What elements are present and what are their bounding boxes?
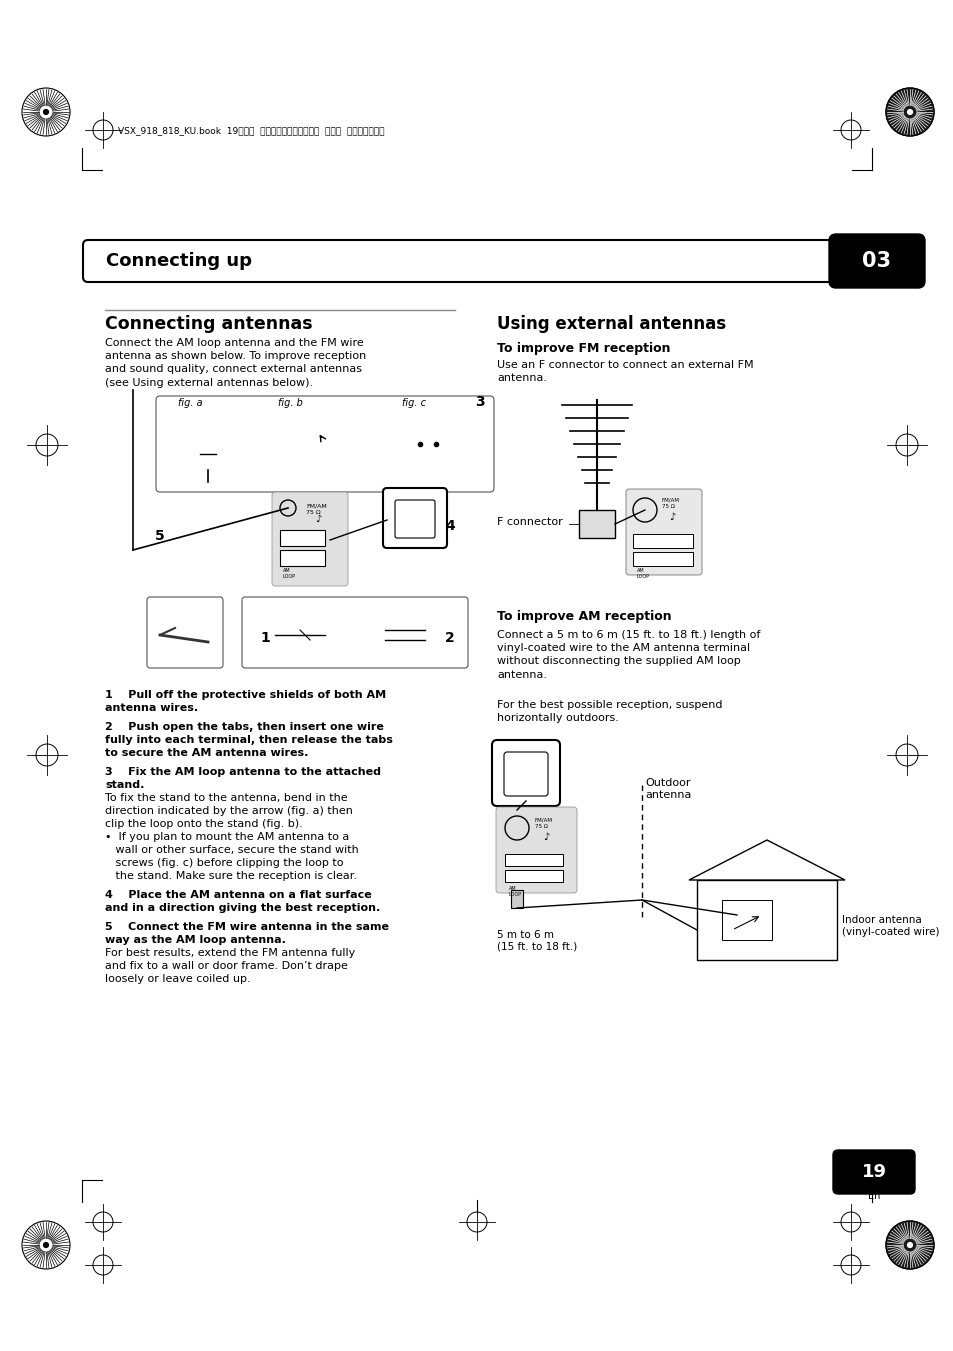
- Text: fig. a: fig. a: [178, 399, 202, 408]
- Bar: [399, 620, 430, 650]
- Text: fig. c: fig. c: [401, 399, 426, 408]
- Text: and fix to a wall or door frame. Don’t drape: and fix to a wall or door frame. Don’t d…: [105, 961, 348, 971]
- Text: En: En: [867, 1192, 880, 1201]
- Text: stand.: stand.: [105, 780, 144, 790]
- Text: AM
LOOP: AM LOOP: [637, 567, 649, 578]
- FancyBboxPatch shape: [496, 807, 577, 893]
- Text: Connect a 5 m to 6 m (15 ft. to 18 ft.) length of
vinyl-coated wire to the AM an: Connect a 5 m to 6 m (15 ft. to 18 ft.) …: [497, 630, 760, 680]
- Text: wall or other surface, secure the stand with: wall or other surface, secure the stand …: [105, 844, 358, 855]
- Circle shape: [906, 109, 911, 115]
- Text: 5    Connect the FM wire antenna in the same: 5 Connect the FM wire antenna in the sam…: [105, 921, 389, 932]
- Bar: [511, 890, 522, 908]
- FancyBboxPatch shape: [395, 500, 435, 538]
- Text: Connecting antennas: Connecting antennas: [105, 315, 313, 332]
- Circle shape: [906, 1243, 911, 1247]
- FancyBboxPatch shape: [503, 753, 547, 796]
- Bar: [504, 854, 562, 866]
- Text: FM/AM
75 Ω: FM/AM 75 Ω: [535, 817, 553, 828]
- Text: To improve AM reception: To improve AM reception: [497, 611, 671, 623]
- Bar: [633, 553, 692, 566]
- FancyBboxPatch shape: [147, 597, 223, 667]
- FancyBboxPatch shape: [382, 488, 447, 549]
- Polygon shape: [688, 840, 844, 880]
- Text: VSX_918_818_KU.book  19ページ  ２００７年１１月２８日  水曜日  午後６時５８分: VSX_918_818_KU.book 19ページ ２００７年１１月２８日 水曜…: [118, 127, 384, 135]
- FancyBboxPatch shape: [183, 427, 233, 473]
- Text: 2: 2: [444, 631, 455, 644]
- Text: AM
LOOP: AM LOOP: [283, 567, 295, 578]
- Text: and in a direction giving the best reception.: and in a direction giving the best recep…: [105, 902, 380, 913]
- Text: For the best possible reception, suspend
horizontally outdoors.: For the best possible reception, suspend…: [497, 700, 721, 723]
- FancyBboxPatch shape: [402, 427, 453, 473]
- Text: 3: 3: [475, 394, 484, 409]
- Text: 19: 19: [861, 1163, 885, 1181]
- Text: 4    Place the AM antenna on a flat surface: 4 Place the AM antenna on a flat surface: [105, 890, 372, 900]
- FancyBboxPatch shape: [832, 1150, 914, 1194]
- Text: 5 m to 6 m
(15 ft. to 18 ft.): 5 m to 6 m (15 ft. to 18 ft.): [497, 929, 577, 951]
- Text: loosely or leave coiled up.: loosely or leave coiled up.: [105, 974, 251, 984]
- Text: ♪: ♪: [668, 512, 675, 521]
- Text: the stand. Make sure the reception is clear.: the stand. Make sure the reception is cl…: [105, 871, 356, 881]
- Bar: [280, 530, 325, 546]
- Text: way as the AM loop antenna.: way as the AM loop antenna.: [105, 935, 286, 944]
- Text: To fix the stand to the antenna, bend in the: To fix the stand to the antenna, bend in…: [105, 793, 347, 802]
- Text: FM/AM
75 Ω: FM/AM 75 Ω: [661, 499, 679, 509]
- FancyBboxPatch shape: [242, 597, 468, 667]
- Text: Outdoor
antenna: Outdoor antenna: [644, 778, 691, 800]
- Text: F connector: F connector: [497, 517, 562, 527]
- Text: FM/AM
75 Ω: FM/AM 75 Ω: [306, 504, 327, 515]
- Text: Use an F connector to connect an external FM
antenna.: Use an F connector to connect an externa…: [497, 359, 753, 384]
- Text: fig. b: fig. b: [277, 399, 302, 408]
- Text: Connecting up: Connecting up: [106, 253, 252, 270]
- Bar: [504, 870, 562, 882]
- Circle shape: [885, 88, 933, 136]
- FancyBboxPatch shape: [828, 234, 924, 288]
- Text: •  If you plan to mount the AM antenna to a: • If you plan to mount the AM antenna to…: [105, 832, 349, 842]
- Text: direction indicated by the arrow (fig. a) then: direction indicated by the arrow (fig. a…: [105, 807, 353, 816]
- Text: For best results, extend the FM antenna fully: For best results, extend the FM antenna …: [105, 948, 355, 958]
- Text: fully into each terminal, then release the tabs: fully into each terminal, then release t…: [105, 735, 393, 744]
- Text: Connect the AM loop antenna and the FM wire
antenna as shown below. To improve r: Connect the AM loop antenna and the FM w…: [105, 338, 366, 388]
- Text: 4: 4: [444, 519, 455, 534]
- FancyBboxPatch shape: [272, 492, 348, 586]
- Text: clip the loop onto the stand (fig. b).: clip the loop onto the stand (fig. b).: [105, 819, 302, 830]
- Circle shape: [44, 1243, 49, 1247]
- Text: Indoor antenna
(vinyl-coated wire): Indoor antenna (vinyl-coated wire): [841, 915, 939, 936]
- Bar: [721, 900, 771, 940]
- Text: To improve FM reception: To improve FM reception: [497, 342, 670, 355]
- Text: to secure the AM antenna wires.: to secure the AM antenna wires.: [105, 748, 308, 758]
- FancyBboxPatch shape: [625, 489, 701, 576]
- Text: AM
LOOP: AM LOOP: [509, 886, 521, 897]
- Text: 1    Pull off the protective shields of both AM: 1 Pull off the protective shields of bot…: [105, 690, 386, 700]
- Text: antenna wires.: antenna wires.: [105, 703, 198, 713]
- Text: 3    Fix the AM loop antenna to the attached: 3 Fix the AM loop antenna to the attache…: [105, 767, 380, 777]
- Bar: [578, 509, 615, 538]
- Circle shape: [885, 1221, 933, 1269]
- Text: Using external antennas: Using external antennas: [497, 315, 725, 332]
- Bar: [633, 534, 692, 549]
- FancyBboxPatch shape: [492, 740, 559, 807]
- Text: screws (fig. c) before clipping the loop to: screws (fig. c) before clipping the loop…: [105, 858, 343, 867]
- Text: 5: 5: [154, 530, 165, 543]
- Text: ♪: ♪: [542, 832, 549, 842]
- Text: 1: 1: [260, 631, 270, 644]
- Text: 2    Push open the tabs, then insert one wire: 2 Push open the tabs, then insert one wi…: [105, 721, 383, 732]
- Bar: [280, 550, 325, 566]
- FancyBboxPatch shape: [83, 240, 837, 282]
- Circle shape: [44, 109, 49, 115]
- Bar: [697, 880, 836, 961]
- FancyBboxPatch shape: [283, 427, 333, 473]
- FancyBboxPatch shape: [156, 396, 494, 492]
- Text: 03: 03: [862, 251, 890, 272]
- Text: ♪: ♪: [314, 513, 321, 524]
